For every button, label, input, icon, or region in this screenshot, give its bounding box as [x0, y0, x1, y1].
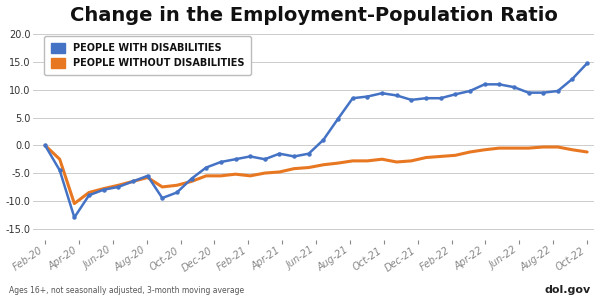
Text: Ages 16+, not seasonally adjusted, 3-month moving average: Ages 16+, not seasonally adjusted, 3-mon…: [9, 286, 244, 295]
Title: Change in the Employment-Population Ratio: Change in the Employment-Population Rati…: [70, 6, 558, 25]
Legend: PEOPLE WITH DISABILITIES, PEOPLE WITHOUT DISABILITIES: PEOPLE WITH DISABILITIES, PEOPLE WITHOUT…: [44, 36, 251, 75]
Text: dol.gov: dol.gov: [545, 285, 591, 295]
